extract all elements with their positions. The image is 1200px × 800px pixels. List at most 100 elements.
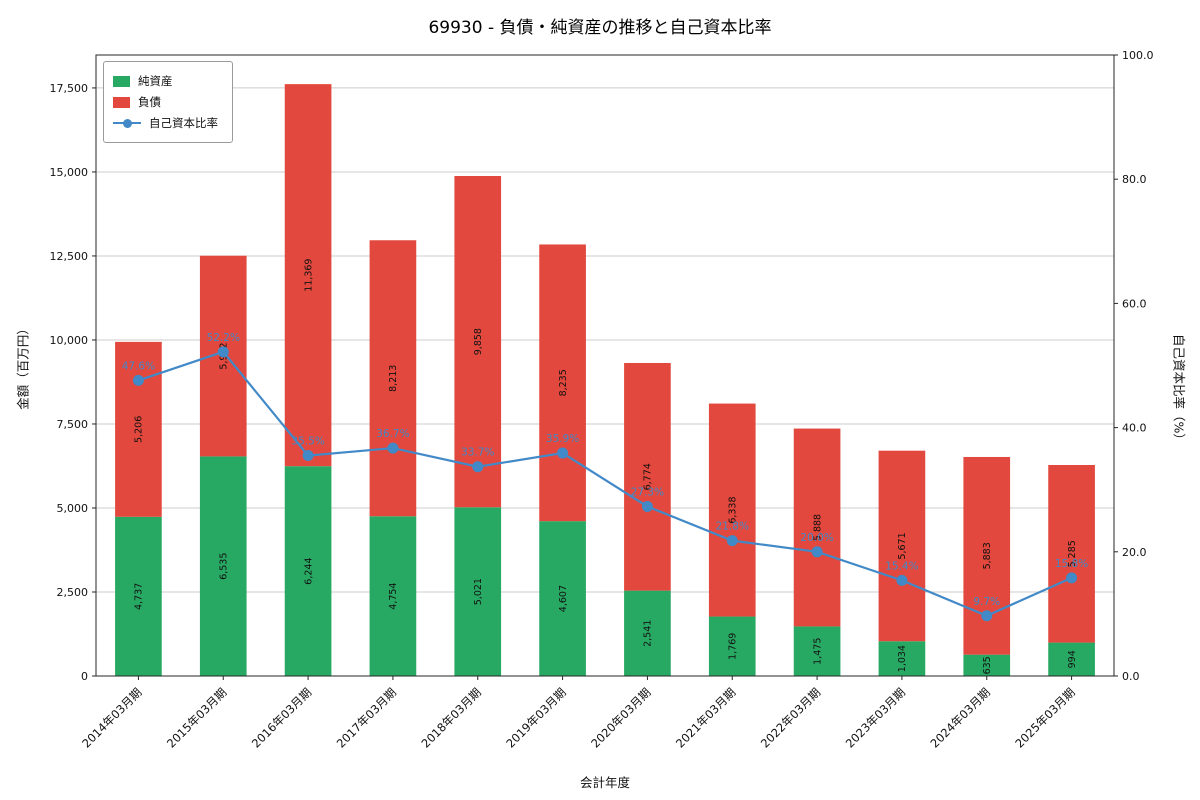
- bar-value-label-liabilities: 5,285: [1067, 540, 1078, 567]
- bar-segment-liabilities: [878, 450, 926, 642]
- bar-segment-net-assets: [369, 516, 417, 676]
- right-tick-label: 20.0: [1122, 546, 1147, 559]
- equity-ratio-marker: [387, 442, 399, 454]
- bar-segment-liabilities: [369, 240, 417, 517]
- left-tick-label: 5,000: [57, 502, 89, 515]
- bar-value-label-liabilities: 6,338: [728, 496, 739, 523]
- x-tick-label: 2016年03月期: [249, 685, 314, 750]
- equity-ratio-point-label: 35.9%: [546, 433, 579, 445]
- bar-segment-liabilities: [115, 341, 162, 517]
- bar-segment-liabilities: [708, 403, 756, 617]
- bar-value-label-net-assets: 4,737: [134, 583, 145, 610]
- bar-value-label-liabilities: 8,235: [558, 369, 569, 396]
- equity-ratio-marker: [726, 535, 738, 547]
- right-tick-label: 40.0: [1122, 422, 1147, 435]
- bar-value-label-net-assets: 2,541: [643, 620, 654, 647]
- bar-segment-net-assets: [793, 626, 841, 676]
- equity-ratio-marker: [132, 374, 144, 386]
- legend-item-liabilities: 負債: [113, 94, 218, 110]
- equity-ratio-point-label: 27.3%: [631, 486, 664, 498]
- equity-ratio-marker: [217, 346, 229, 358]
- bar-value-label-net-assets: 1,769: [728, 633, 739, 660]
- equity-ratio-marker: [557, 447, 569, 459]
- bar-value-label-net-assets: 1,475: [812, 638, 823, 665]
- x-tick-label: 2020年03月期: [588, 685, 653, 750]
- equity-ratio-point-label: 15.8%: [1055, 558, 1088, 570]
- bar-segment-liabilities: [539, 244, 586, 522]
- equity-ratio-line: [138, 350, 1073, 617]
- equity-ratio-marker: [981, 610, 993, 622]
- bar-segment-net-assets: [963, 654, 1011, 676]
- left-tick-label: 2,500: [57, 586, 89, 599]
- equity-ratio-marker: [1066, 572, 1078, 584]
- bar-value-label-liabilities: 8,213: [388, 365, 399, 392]
- bar-segment-liabilities: [1048, 465, 1095, 643]
- equity-ratio-point-label: 35.5%: [291, 436, 324, 448]
- x-tick-label: 2024年03月期: [928, 685, 993, 750]
- bar-segment-net-assets: [115, 516, 162, 676]
- x-tick-label: 2019年03月期: [503, 685, 568, 750]
- bar-value-label-liabilities: 6,774: [643, 463, 654, 490]
- x-tick-label: 2023年03月期: [843, 685, 908, 750]
- equity-ratio-point-label: 9.7%: [973, 596, 1000, 608]
- bar-value-label-net-assets: 635: [982, 656, 993, 674]
- legend-label-equity-ratio: 自己資本比率: [149, 116, 218, 130]
- equity-ratio-marker: [811, 546, 823, 558]
- right-tick-label: 60.0: [1122, 297, 1147, 310]
- left-tick-label: 10,000: [50, 334, 89, 347]
- bar-value-label-net-assets: 6,244: [303, 557, 314, 584]
- bar-segment-net-assets: [284, 466, 332, 676]
- legend-item-net-assets: 純資産: [113, 73, 218, 89]
- equity-ratio-marker: [302, 450, 314, 462]
- equity-ratio-point-label: 52.2%: [207, 332, 240, 344]
- x-tick-label: 2015年03月期: [164, 685, 229, 750]
- bar-segment-liabilities: [963, 456, 1011, 655]
- bar-segment-net-assets: [1048, 642, 1095, 676]
- net-assets-swatch: [113, 75, 130, 87]
- bar-value-label-liabilities: 5,206: [134, 416, 145, 443]
- bar-value-label-net-assets: 4,754: [388, 583, 399, 610]
- bar-segment-net-assets: [878, 641, 926, 676]
- x-axis-label: 会計年度: [579, 775, 631, 790]
- equity-ratio-point-label: 36.7%: [376, 428, 409, 440]
- equity-ratio-point-label: 20.0%: [800, 532, 833, 544]
- equity-ratio-line-sample: [113, 117, 141, 129]
- plot-border: [95, 54, 1115, 677]
- bar-segment-net-assets: [199, 456, 247, 676]
- left-axis-label: 金額（百万円）: [15, 322, 31, 410]
- x-tick-label: 2025年03月期: [1012, 685, 1077, 750]
- bar-segment-net-assets: [624, 590, 671, 676]
- bar-segment-liabilities: [284, 84, 332, 467]
- bar-segment-net-assets: [539, 521, 586, 676]
- right-tick-label: 80.0: [1122, 173, 1147, 186]
- left-tick-label: 17,500: [50, 82, 89, 95]
- legend: 純資産 負債 自己資本比率: [103, 61, 233, 143]
- x-tick-label: 2014年03月期: [79, 685, 144, 750]
- bar-value-label-liabilities: 5,888: [812, 514, 823, 541]
- bar-segment-liabilities: [793, 428, 841, 627]
- bar-value-label-net-assets: 6,535: [219, 553, 230, 580]
- bar-value-label-net-assets: 5,021: [473, 578, 484, 605]
- x-tick-label: 2022年03月期: [758, 685, 823, 750]
- bar-value-label-liabilities: 9,858: [473, 328, 484, 355]
- right-tick-label: 100.0: [1122, 49, 1154, 62]
- equity-ratio-point-label: 33.7%: [461, 447, 494, 459]
- legend-item-equity-ratio: 自己資本比率: [113, 115, 218, 131]
- bar-value-label-net-assets: 4,607: [558, 585, 569, 612]
- x-tick-label: 2021年03月期: [673, 685, 738, 750]
- equity-ratio-point-label: 15.4%: [885, 560, 918, 572]
- chart-title: 69930 - 負債・純資産の推移と自己資本比率: [428, 18, 772, 38]
- equity-ratio-marker: [896, 574, 908, 586]
- bar-value-label-liabilities: 11,369: [303, 259, 314, 292]
- equity-ratio-marker: [472, 461, 484, 473]
- right-axis-label: 自己資本比率（%）: [1171, 334, 1187, 446]
- legend-label-net-assets: 純資産: [138, 74, 173, 88]
- liabilities-swatch: [113, 96, 130, 108]
- x-tick-label: 2018年03月期: [419, 685, 484, 750]
- bar-segment-liabilities: [624, 362, 671, 591]
- bar-segment-net-assets: [454, 507, 502, 676]
- right-tick-label: 0.0: [1122, 670, 1140, 683]
- equity-ratio-point-label: 47.6%: [122, 360, 155, 372]
- x-tick-label: 2017年03月期: [334, 685, 399, 750]
